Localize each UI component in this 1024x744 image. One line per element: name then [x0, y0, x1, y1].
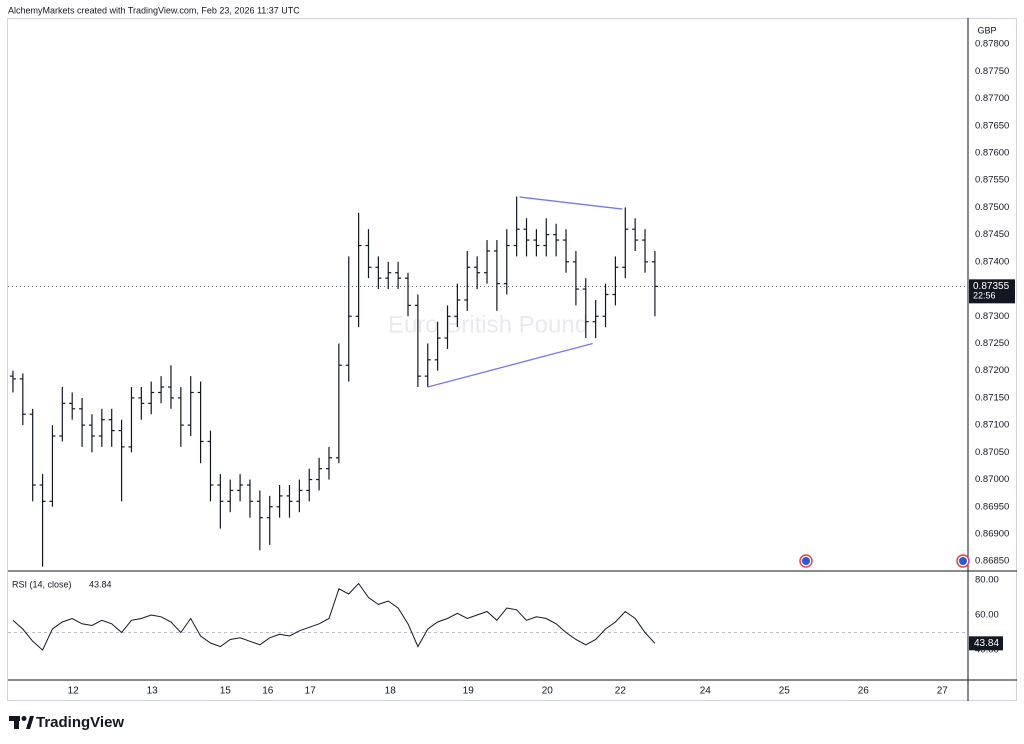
y-tick-label: 0.87650 — [975, 120, 1009, 131]
y-tick-label: 80.00 — [975, 575, 999, 586]
currency-label: GBP — [977, 25, 996, 35]
rsi-line — [12, 582, 656, 651]
x-tick-label: 12 — [68, 686, 80, 697]
trend-line — [427, 342, 593, 388]
y-tick-label: 0.86900 — [975, 529, 1009, 540]
last-price-label: 0.87355 — [973, 281, 1010, 292]
x-tick-label: 24 — [700, 686, 712, 697]
event-icon — [799, 554, 813, 568]
x-tick-label: 20 — [542, 686, 554, 697]
x-tick-label: 27 — [937, 686, 949, 697]
rsi-value: 43.84 — [89, 579, 112, 589]
header-text: AlchemyMarkets created with TradingView.… — [8, 5, 300, 15]
y-tick-label: 0.86950 — [975, 501, 1009, 512]
x-tick-label: 19 — [463, 686, 475, 697]
x-tick-label: 18 — [385, 686, 397, 697]
y-tick-label: 0.87300 — [975, 311, 1009, 322]
rsi-title: RSI (14, close) — [12, 579, 72, 589]
x-tick-label: 17 — [305, 686, 317, 697]
y-tick-label: 0.87800 — [975, 39, 1009, 50]
x-tick-label: 16 — [262, 686, 274, 697]
y-tick-label: 0.87100 — [975, 420, 1009, 431]
y-tick-label: 0.87600 — [975, 147, 1009, 158]
brand-name: TradingView — [36, 714, 124, 731]
y-tick-label: 0.87250 — [975, 338, 1009, 349]
x-tick-label: 15 — [220, 686, 232, 697]
y-tick-label: 0.86850 — [975, 556, 1009, 567]
y-tick-label: 0.87000 — [975, 474, 1009, 485]
chart-frame — [7, 18, 1017, 701]
event-icon — [956, 554, 970, 568]
rsi-value-label: 43.84 — [974, 638, 999, 649]
x-tick-label: 22 — [615, 686, 627, 697]
y-tick-label: 0.87450 — [975, 229, 1009, 240]
countdown-label: 22:56 — [973, 291, 996, 301]
brand-logo — [9, 716, 34, 729]
y-tick-label: 60.00 — [975, 610, 999, 621]
y-tick-label: 0.87400 — [975, 256, 1009, 267]
last-price-box — [969, 279, 1015, 304]
rsi-value-box — [969, 636, 1003, 651]
x-tick-label: 25 — [779, 686, 791, 697]
y-tick-label: 0.87200 — [975, 365, 1009, 376]
x-tick-label: 26 — [858, 686, 870, 697]
x-tick-label: 13 — [147, 686, 159, 697]
y-tick-label: 0.87750 — [975, 66, 1009, 77]
y-tick-label: 0.87150 — [975, 392, 1009, 403]
trend-line — [519, 196, 623, 210]
y-tick-label: 0.87500 — [975, 202, 1009, 213]
y-tick-label: 0.87700 — [975, 93, 1009, 104]
y-tick-label: 0.87550 — [975, 175, 1009, 186]
watermark: Euro British Pound — [388, 311, 588, 338]
y-tick-label: 0.87050 — [975, 447, 1009, 458]
